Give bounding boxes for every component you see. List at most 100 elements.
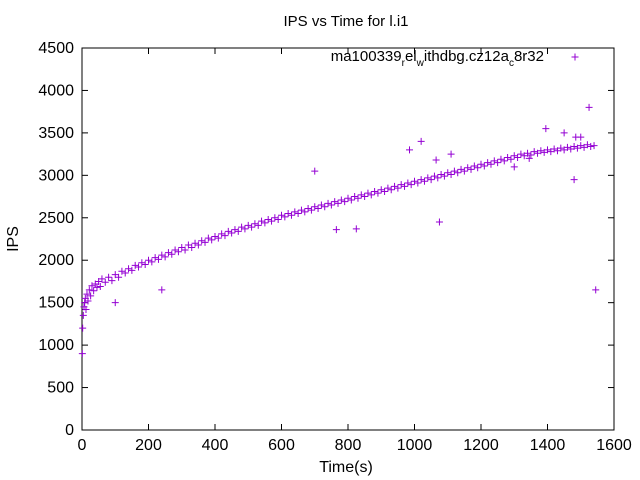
data-point xyxy=(85,286,93,294)
data-point xyxy=(332,226,340,234)
data-point xyxy=(542,125,550,133)
x-tick-label: 1000 xyxy=(397,437,433,454)
data-point xyxy=(151,254,159,262)
plot-border xyxy=(81,47,615,431)
data-point xyxy=(514,154,522,162)
data-point xyxy=(258,217,266,225)
data-point xyxy=(500,157,508,165)
y-axis: 0 500 1000 1500 2000 2500 3000 3500 4000 4500 xyxy=(38,40,614,439)
data-point xyxy=(464,164,472,172)
y-tick-label: 2000 xyxy=(38,252,74,269)
data-point xyxy=(261,219,269,227)
data-point xyxy=(524,149,532,157)
data-point xyxy=(563,143,571,151)
data-point xyxy=(191,239,199,247)
data-point xyxy=(331,198,339,206)
data-point xyxy=(577,142,585,150)
data-point xyxy=(201,238,209,246)
data-point xyxy=(341,198,349,206)
data-point xyxy=(171,246,179,254)
y-tick-label: 500 xyxy=(47,380,74,397)
data-point xyxy=(427,176,435,184)
data-point xyxy=(585,103,593,111)
data-point xyxy=(394,184,402,192)
data-point xyxy=(435,218,443,226)
data-point xyxy=(587,142,595,150)
data-point xyxy=(105,273,113,281)
data-point xyxy=(154,255,162,263)
data-point xyxy=(337,196,345,204)
x-tick-label: 1600 xyxy=(596,437,632,454)
data-point xyxy=(490,157,498,165)
data-point xyxy=(510,152,518,160)
data-point xyxy=(158,286,166,294)
data-points xyxy=(78,103,600,358)
data-point xyxy=(361,193,369,201)
data-point xyxy=(377,186,385,194)
data-point xyxy=(430,172,438,180)
data-point xyxy=(87,292,95,300)
data-point xyxy=(138,259,146,267)
x-tick-label: 1400 xyxy=(530,437,566,454)
legend-part-6: c xyxy=(509,58,514,69)
data-point xyxy=(79,311,87,319)
data-point xyxy=(131,261,139,269)
data-point xyxy=(248,223,256,231)
data-point xyxy=(480,162,488,170)
data-point xyxy=(228,229,236,237)
data-point xyxy=(301,208,309,216)
data-point xyxy=(128,266,136,274)
x-axis: 0 200 400 600 800 1000 1200 1400 1600 xyxy=(78,48,632,454)
data-point xyxy=(544,146,551,154)
data-point xyxy=(406,146,414,154)
x-tick-label: 400 xyxy=(202,437,229,454)
data-point xyxy=(560,129,568,137)
data-point xyxy=(457,165,465,173)
legend-label: ma100339relwithdbg.cz12ac8r32 xyxy=(331,48,544,69)
data-point xyxy=(440,172,448,180)
data-point xyxy=(381,187,389,195)
data-point xyxy=(135,263,143,271)
data-point xyxy=(115,273,123,281)
y-tick-label: 4000 xyxy=(38,82,74,99)
data-point xyxy=(311,167,319,175)
data-point xyxy=(161,253,169,261)
chart-title: IPS vs Time for l.i1 xyxy=(283,13,408,30)
data-point xyxy=(274,215,282,223)
data-point xyxy=(158,251,166,259)
y-tick-label: 2500 xyxy=(38,210,74,227)
data-point xyxy=(583,141,591,149)
data-point xyxy=(271,214,279,222)
data-point xyxy=(570,142,578,150)
legend-part-3: el xyxy=(405,48,417,65)
data-point xyxy=(347,196,355,204)
data-point xyxy=(447,150,455,158)
data-point xyxy=(420,177,428,185)
data-point xyxy=(517,150,525,158)
data-point xyxy=(297,206,305,214)
y-tick-label: 0 xyxy=(65,422,74,439)
data-point xyxy=(354,194,362,202)
data-point xyxy=(234,227,242,235)
data-point xyxy=(168,250,176,258)
data-point xyxy=(304,204,312,212)
data-point xyxy=(557,144,565,152)
x-axis-label: Time(s) xyxy=(319,459,373,476)
data-point xyxy=(84,297,92,305)
data-point xyxy=(121,269,129,277)
data-point xyxy=(278,211,285,219)
data-point xyxy=(344,194,352,202)
data-point xyxy=(83,290,91,298)
data-point xyxy=(198,237,206,245)
y-tick-label: 3500 xyxy=(38,125,74,142)
data-point xyxy=(432,156,440,164)
x-tick-label: 0 xyxy=(78,437,87,454)
data-point xyxy=(437,170,445,178)
data-point xyxy=(357,191,365,199)
data-point xyxy=(145,256,152,264)
data-point xyxy=(224,227,232,235)
y-tick-label: 4500 xyxy=(38,40,74,57)
x-tick-label: 800 xyxy=(335,437,362,454)
data-point xyxy=(254,221,262,229)
data-point xyxy=(387,186,395,194)
